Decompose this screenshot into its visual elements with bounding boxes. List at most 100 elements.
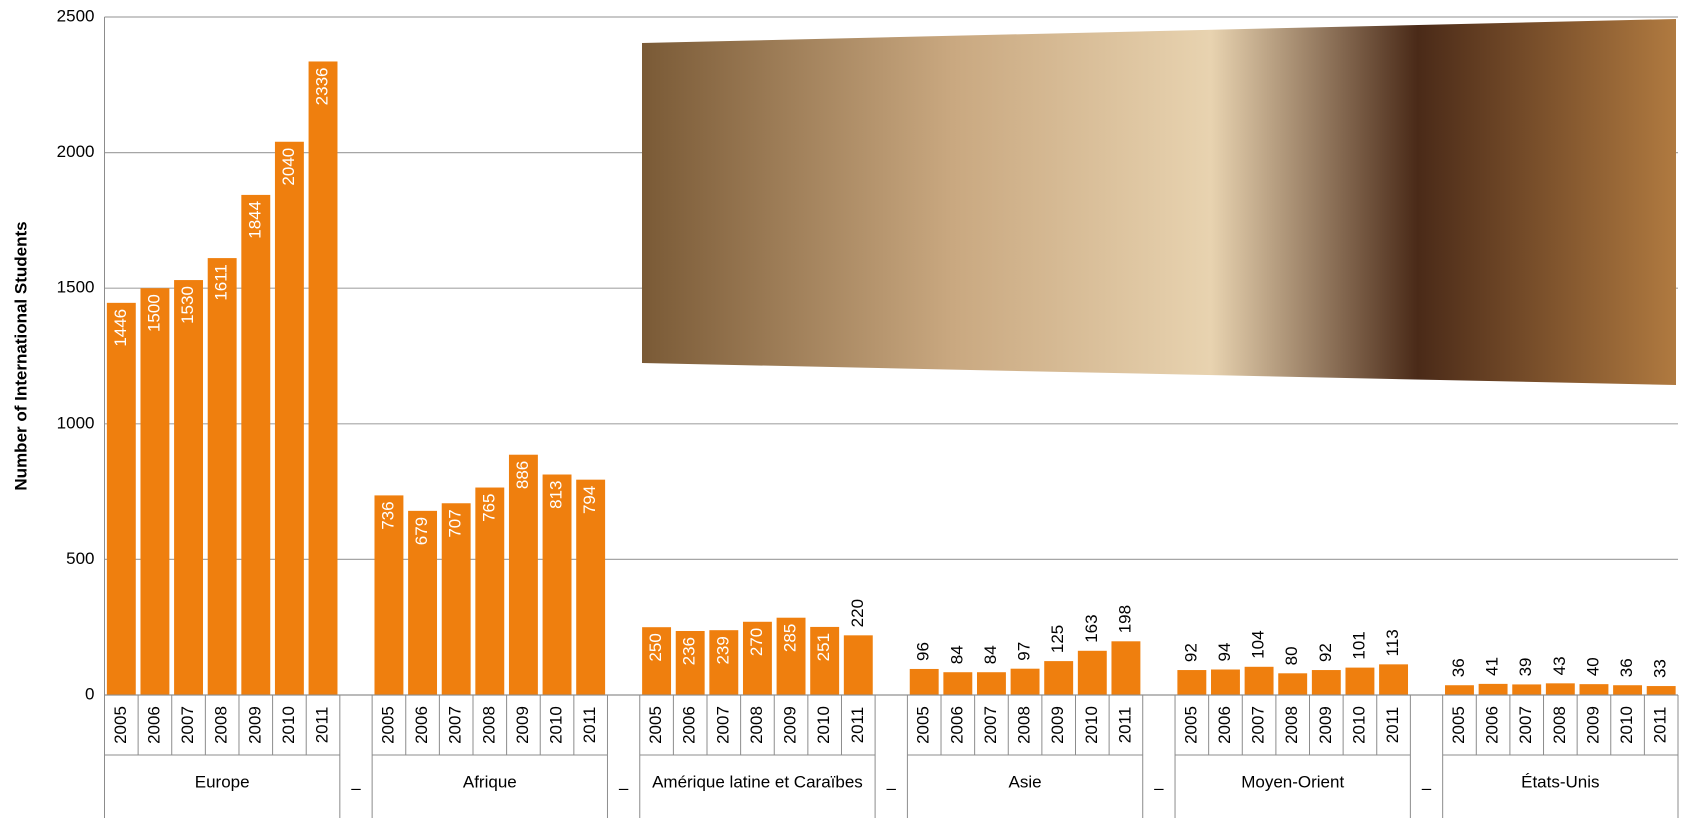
y-tick-label: 500 <box>66 549 94 568</box>
value-label: 236 <box>680 637 699 665</box>
x-tick-label: 2006 <box>1215 706 1234 744</box>
bar <box>208 258 237 695</box>
value-label: 239 <box>713 636 732 664</box>
bar <box>1011 669 1040 695</box>
x-tick-label: 2006 <box>680 706 699 744</box>
x-tick-label: 2005 <box>378 706 397 744</box>
value-label: 84 <box>947 645 966 664</box>
value-label: 39 <box>1516 658 1535 677</box>
value-label: 1530 <box>178 286 197 324</box>
value-label: 2336 <box>313 67 332 105</box>
bar <box>1512 684 1541 695</box>
value-label: 1611 <box>212 264 231 301</box>
x-tick-label: 2009 <box>1048 706 1067 744</box>
x-tick-label: 2006 <box>947 706 966 744</box>
bar <box>1245 667 1274 695</box>
value-label: 125 <box>1048 625 1067 653</box>
x-tick-label: 2011 <box>313 707 332 744</box>
y-tick-label: 1500 <box>57 278 95 297</box>
value-label: 679 <box>412 517 431 545</box>
x-tick-label: 2011 <box>580 707 599 744</box>
bar <box>1177 670 1206 695</box>
bar <box>107 303 136 695</box>
x-tick-label: 2008 <box>212 706 231 744</box>
x-tick-label: 2008 <box>1550 706 1569 744</box>
value-label: 707 <box>446 509 465 537</box>
value-label: 84 <box>981 645 1000 664</box>
group-label: Amérique latine et Caraïbes <box>652 772 863 791</box>
group-label: Afrique <box>463 772 517 791</box>
value-label: 33 <box>1651 659 1670 678</box>
bar <box>1044 661 1073 695</box>
value-label: 92 <box>1181 643 1200 662</box>
x-tick-label: 2010 <box>814 706 833 744</box>
value-label: 813 <box>547 481 566 509</box>
bar <box>1445 685 1474 695</box>
x-tick-label: 2010 <box>1082 706 1101 744</box>
separator-label: – <box>619 778 629 797</box>
value-label: 36 <box>1449 658 1468 677</box>
value-label: 92 <box>1316 643 1335 662</box>
bar <box>1312 670 1341 695</box>
x-tick-label: 2007 <box>1249 706 1268 744</box>
bar <box>509 455 538 695</box>
bar <box>1211 670 1240 695</box>
x-tick-label: 2008 <box>1015 706 1034 744</box>
bar <box>1479 684 1508 695</box>
x-tick-label: 2009 <box>1316 706 1335 744</box>
x-tick-label: 2007 <box>1516 706 1535 744</box>
y-tick-label: 0 <box>85 684 94 703</box>
bar <box>1613 685 1642 695</box>
value-label: 220 <box>848 599 867 627</box>
value-label: 1446 <box>111 309 130 347</box>
x-tick-label: 2006 <box>1483 706 1502 744</box>
value-label: 94 <box>1215 643 1234 662</box>
y-tick-label: 2500 <box>57 6 95 25</box>
value-label: 270 <box>747 628 766 656</box>
x-tick-label: 2010 <box>547 706 566 744</box>
x-tick-label: 2005 <box>1181 706 1200 744</box>
group-label: Europe <box>195 772 250 791</box>
value-label: 886 <box>513 461 532 489</box>
bar <box>1111 641 1140 695</box>
value-label: 1500 <box>144 294 163 332</box>
value-label: 113 <box>1383 629 1402 656</box>
value-label: 736 <box>378 501 397 529</box>
x-tick-label: 2010 <box>279 706 298 744</box>
separator-label: – <box>1154 778 1164 797</box>
bar <box>943 672 972 695</box>
bar <box>1546 683 1575 695</box>
value-label: 163 <box>1082 614 1101 642</box>
x-tick-label: 2007 <box>981 706 1000 744</box>
x-tick-label: 2005 <box>914 706 933 744</box>
separator-label: – <box>887 778 897 797</box>
x-tick-label: 2005 <box>646 706 665 744</box>
value-label: 251 <box>814 633 833 661</box>
x-tick-label: 2008 <box>479 706 498 744</box>
value-label: 250 <box>646 633 665 661</box>
bar <box>1078 651 1107 695</box>
x-tick-label: 2011 <box>848 707 867 744</box>
bar <box>309 61 338 695</box>
bar <box>844 635 873 695</box>
x-tick-label: 2005 <box>1449 706 1468 744</box>
x-tick-label: 2009 <box>245 706 264 744</box>
x-tick-label: 2011 <box>1383 707 1402 744</box>
value-label: 80 <box>1282 646 1301 665</box>
bar <box>140 288 169 695</box>
x-tick-label: 2009 <box>1583 706 1602 744</box>
value-label: 285 <box>781 624 800 652</box>
value-label: 36 <box>1617 658 1636 677</box>
x-tick-label: 2009 <box>513 706 532 744</box>
value-label: 96 <box>914 642 933 661</box>
value-label: 101 <box>1349 631 1368 659</box>
x-tick-label: 2008 <box>1282 706 1301 744</box>
bar <box>1379 664 1408 695</box>
x-tick-label: 2009 <box>781 706 800 744</box>
value-label: 794 <box>580 486 599 514</box>
value-label: 41 <box>1483 657 1502 676</box>
group-label: Asie <box>1009 772 1042 791</box>
x-tick-label: 2011 <box>1651 707 1670 744</box>
value-label: 40 <box>1583 657 1602 676</box>
value-label: 104 <box>1249 630 1268 658</box>
